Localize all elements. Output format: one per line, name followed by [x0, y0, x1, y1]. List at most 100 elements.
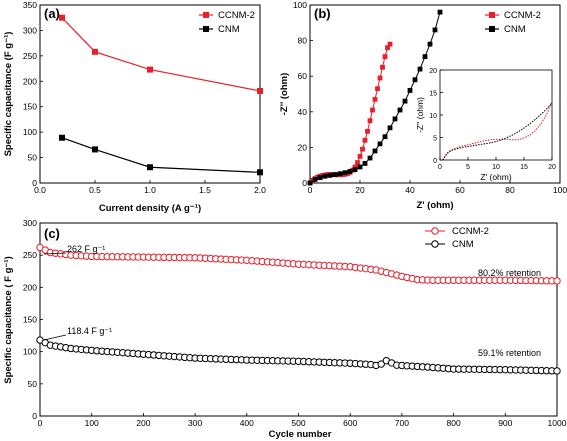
panel-b-point-1-8	[347, 169, 353, 174]
panel-b-point-1-5	[332, 172, 338, 178]
panel-c-ytick-label: 300	[23, 218, 37, 228]
panel-a-ytick-label: 350	[23, 0, 37, 10]
panel-b-point-1-16	[387, 125, 393, 131]
panel-b-inset: 0 5 10 15 20 0 5 10 15 20 Z' (ohm) -Z'' (ohm)	[415, 68, 556, 182]
panel-a-point-1-0	[59, 134, 65, 141]
inset-series	[442, 101, 553, 161]
panel-b-point-0-27	[375, 86, 380, 92]
panel-a-legend-ccnm: CCNM-2	[218, 10, 255, 21]
panel-a-series-line-1	[61, 137, 261, 173]
panel-c-ticks: 0 100 200 300 400 500 600 700 800 900 1000 0 50 100 15…	[23, 218, 567, 428]
panel-b-xtick-label: 20	[355, 185, 365, 195]
panel-b-point-0-1	[310, 177, 315, 183]
panel-a-point-0-1	[92, 48, 98, 55]
panel-a-ytick-label: 300	[23, 25, 37, 35]
panel-b-point-0-22	[362, 137, 368, 143]
panel-c-legend: CCNM-2 CNM	[425, 226, 489, 250]
panel-c-xtick-label: 0	[38, 418, 43, 428]
panel-b-point-1-22	[417, 66, 423, 72]
panel-b-ylabel: -Z'' (ohm)	[279, 73, 290, 116]
inset-ytick-label: 5	[433, 136, 437, 143]
panel-c-xtick-label: 900	[498, 418, 512, 428]
inset-ticks: 0 5 10 15 20 0 5 10 15 20	[429, 68, 556, 171]
panel-c-series	[36, 243, 561, 375]
panel-a-point-0-2	[147, 66, 153, 73]
panel-c-ytick-label: 50	[28, 379, 38, 389]
inset-xtick-label: 20	[548, 164, 556, 171]
panel-b-point-0-15	[345, 171, 350, 176]
panel-b-point-1-12	[367, 155, 373, 161]
panel-b-point-1-1	[312, 177, 318, 182]
inset-ytick-label: 15	[429, 91, 437, 98]
panel-a-ylabel: Specific capacitance (F g⁻¹)	[3, 32, 14, 157]
panel-b-xtick-label: 100	[553, 185, 567, 195]
panel-a-ticks: 0.0 0.5 1.0 1.5 2.0 0 50 100 150 200 250 300 350	[23, 0, 266, 195]
panel-a-ytick-label: 250	[23, 51, 37, 61]
panel-c-ytick-label: 150	[23, 315, 37, 325]
panel-b-point-0-26	[372, 96, 378, 102]
annotation-262: 262 F g⁻¹	[67, 244, 105, 254]
panel-b-point-0-30	[382, 54, 388, 60]
panel-a-legend: CCNM-2 CNM	[199, 10, 255, 35]
panel-a-xtick-label: 2.0	[254, 185, 266, 195]
panel-b-point-1-10	[357, 164, 363, 170]
panel-c-point-0-100	[553, 277, 561, 285]
panel-b-point-0-19	[355, 160, 360, 165]
panel-a-point-1-1	[92, 146, 98, 153]
panel-a-xtick-label: 1.5	[199, 185, 211, 195]
panel-b-xtick-label: 0	[308, 185, 313, 195]
panel-b-point-1-11	[362, 161, 368, 166]
panel-b-legend: CCNM-2 CNM	[485, 10, 541, 35]
panel-b-ytick-label: 60	[298, 71, 308, 81]
panel-b-series	[307, 9, 443, 186]
panel-c-xlabel: Cycle number	[269, 429, 332, 440]
annotation-80-retention: 80.2% retention	[478, 268, 541, 278]
panel-b-point-1-24	[427, 41, 433, 47]
panel-b-point-1-6	[337, 171, 343, 177]
panel-b-point-0-28	[377, 75, 383, 81]
panel-b-point-1-19	[402, 98, 408, 104]
panel-b-point-1-0	[307, 180, 313, 186]
panel-a-point-1-2	[147, 164, 153, 171]
inset-xtick-label: 5	[466, 164, 470, 171]
inset-xlabel: Z' (ohm)	[480, 172, 512, 182]
panel-a-ytick-label: 0	[32, 178, 37, 188]
panel-b-point-0-9	[330, 172, 335, 177]
panel-c-xtick-label: 300	[188, 418, 202, 428]
panel-a-xtick-label: 0.0	[34, 185, 46, 195]
panel-c-label: (c)	[44, 226, 60, 241]
panel-b-xtick-label: 60	[455, 185, 465, 195]
panel-b-series-line-0	[309, 43, 391, 184]
inset-series-line-1	[442, 102, 553, 161]
panel-a-xtick-label: 1.0	[144, 185, 156, 195]
panel-b-point-0-31	[385, 45, 390, 51]
panel-b-point-1-4	[327, 172, 333, 178]
panel-a-series	[59, 14, 263, 176]
inset-ytick-label: 20	[429, 68, 437, 75]
panel-b-point-1-21	[412, 77, 418, 83]
panel-c-legend-cnm: CNM	[452, 239, 474, 250]
panel-b-point-0-29	[380, 64, 385, 70]
inset-ytick-label: 10	[429, 113, 437, 120]
panel-c-xtick-label: 500	[291, 418, 305, 428]
panel-a-ytick-label: 50	[28, 153, 38, 163]
panel-b-point-0-24	[367, 118, 373, 124]
panel-a-ytick-label: 150	[23, 102, 37, 112]
panel-b-point-1-17	[392, 116, 398, 122]
panel-b-point-0-7	[325, 172, 330, 178]
panel-b-ytick-label: 80	[298, 36, 308, 46]
panel-b-point-0-5	[320, 173, 325, 178]
annotation-59-retention: 59.1% retention	[478, 348, 541, 358]
panel-c-ytick-label: 100	[23, 347, 37, 357]
annotation-118: 118.4 F g⁻¹	[67, 326, 112, 336]
panel-c-frame	[39, 222, 558, 417]
panel-b-point-0-25	[370, 107, 375, 113]
panel-c-xtick-label: 800	[447, 418, 461, 428]
inset-xtick-label: 10	[492, 164, 500, 171]
panel-b-legend-ccnm: CCNM-2	[504, 10, 541, 21]
panel-b-point-1-26	[437, 9, 443, 15]
panel-b-point-0-21	[360, 146, 365, 152]
panel-a-point-0-0	[59, 14, 65, 21]
